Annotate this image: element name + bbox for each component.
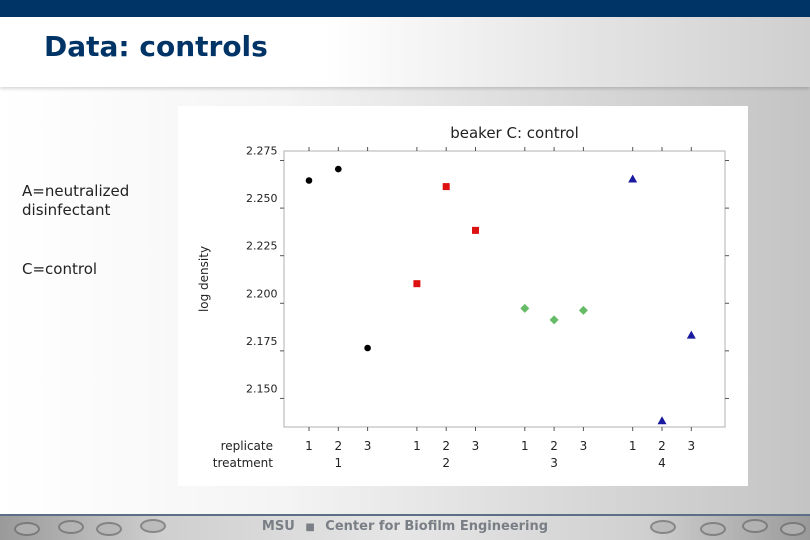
bacteria-cell-icon — [14, 522, 40, 536]
data-point-circle — [364, 344, 371, 352]
bacteria-cell-icon — [742, 519, 768, 533]
y-tick-label: 2.150 — [246, 382, 278, 395]
x-replicate-label: 1 — [521, 439, 529, 453]
data-point-triangle — [628, 174, 638, 183]
data-point-diamond — [549, 315, 559, 325]
note-control: C=control — [22, 260, 98, 278]
bacteria-cell-icon — [650, 520, 676, 534]
bacteria-cell-icon — [140, 519, 166, 533]
footer-separator: ■ — [305, 522, 315, 533]
y-tick-label: 2.275 — [246, 145, 278, 158]
chart-title: beaker C: control — [450, 124, 579, 142]
data-point-triangle — [657, 416, 667, 425]
bacteria-cell-icon — [780, 522, 806, 536]
x-replicate-label: 3 — [687, 439, 695, 453]
x-replicate-caption: replicate — [221, 439, 273, 453]
note-neutralized: A=neutralized disinfectant — [22, 182, 130, 219]
x-replicate-label: 3 — [580, 439, 588, 453]
footer-org: MSU — [261, 519, 295, 534]
data-point-diamond — [578, 305, 588, 315]
data-point-circle — [305, 177, 313, 184]
x-treatment-caption: treatment — [213, 456, 273, 470]
data-point-triangle — [686, 330, 696, 339]
x-replicate-label: 2 — [334, 439, 342, 453]
slide-title: Data: controls — [44, 30, 268, 63]
header-band — [0, 17, 810, 87]
data-point-square — [442, 183, 450, 191]
x-treatment-label: 1 — [334, 456, 342, 470]
y-tick-label: 2.250 — [246, 192, 278, 205]
x-replicate-label: 1 — [305, 439, 313, 453]
x-treatment-label: 4 — [658, 456, 666, 470]
y-tick-label: 2.200 — [246, 287, 278, 300]
chart: beaker C: control log density 2.275 2.250 2.… — [178, 106, 748, 486]
data-point-circle — [335, 165, 342, 173]
footer-strip — [0, 514, 810, 540]
x-treatment-label: 3 — [550, 456, 558, 470]
bacteria-cell-icon — [700, 522, 726, 536]
y-tick-label: 2.225 — [246, 240, 278, 253]
plot-frame — [283, 150, 726, 428]
x-replicate-label: 3 — [364, 439, 372, 453]
x-treatment-label: 2 — [442, 456, 450, 470]
footer-text: MSU ■ Center for Biofilm Engineering — [0, 519, 810, 534]
data-point-square — [413, 280, 421, 288]
footer-center: Center for Biofilm Engineering — [325, 519, 549, 534]
x-replicate-label: 3 — [472, 439, 480, 453]
x-replicate-label: 2 — [442, 439, 450, 453]
y-tick-label: 2.175 — [246, 335, 278, 348]
bacteria-cell-icon — [96, 522, 122, 536]
x-replicate-label: 1 — [413, 439, 421, 453]
chart-svg: beaker C: control log density 2.275 2.250 2.… — [178, 106, 748, 486]
x-replicate-label: 2 — [658, 439, 666, 453]
bacteria-cell-icon — [58, 520, 84, 534]
chart-background — [178, 106, 748, 486]
data-point-diamond — [520, 303, 530, 313]
x-replicate-label: 2 — [550, 439, 558, 453]
y-axis-label: log density — [197, 246, 211, 312]
data-point-square — [472, 226, 479, 234]
x-replicate-label: 1 — [629, 439, 637, 453]
top-bar — [0, 0, 810, 17]
